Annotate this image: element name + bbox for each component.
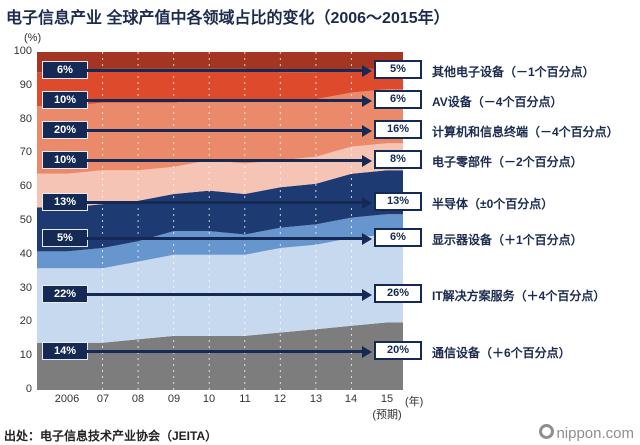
- trend-arrow: [86, 293, 362, 296]
- x-tick-label: 14: [344, 393, 358, 405]
- series-label: 显示器设备（＋1个百分点）: [432, 233, 583, 247]
- end-value-badge: 6%: [374, 228, 422, 247]
- trend-arrow: [86, 159, 362, 162]
- end-value-badge: 16%: [374, 120, 422, 139]
- start-value-badge: 22%: [42, 285, 88, 303]
- y-tick-label: 100: [13, 45, 32, 57]
- area-band-显示器设备: [37, 214, 403, 269]
- start-value-badge: 13%: [42, 193, 88, 211]
- y-tick-label: 50: [19, 214, 32, 226]
- start-value-badge: 6%: [42, 61, 88, 79]
- x-tick-label: 12: [273, 393, 287, 405]
- y-tick-label: 60: [19, 180, 32, 192]
- end-value-badge: 13%: [374, 192, 422, 211]
- annotation-row: 14% 20% 通信设备（＋6个百分点）: [0, 341, 640, 360]
- area-band-通信设备: [37, 322, 403, 390]
- series-label: 通信设备（＋6个百分点）: [432, 346, 571, 360]
- y-tick-label: 70: [19, 146, 32, 158]
- end-value-badge: 20%: [374, 341, 422, 360]
- y-tick-label: 30: [19, 282, 32, 294]
- annotation-row: 22% 26% IT解决方案服务（＋4个百分点）: [0, 284, 640, 303]
- trend-arrow: [86, 201, 362, 204]
- area-band-AV设备: [37, 68, 403, 107]
- x-tick-label: 08: [131, 393, 145, 405]
- x-tick-label: 13: [309, 393, 323, 405]
- brand-text: nippon.com: [556, 425, 634, 442]
- y-tick-label: 20: [19, 315, 32, 327]
- x-tick-label: 2006: [54, 393, 80, 405]
- series-label: AV设备（－4个百分点）: [432, 95, 563, 109]
- y-tick-label: 0: [25, 383, 32, 395]
- trend-arrow: [86, 350, 362, 353]
- series-label: IT解决方案服务（＋4个百分点）: [432, 289, 606, 303]
- x-axis-unit-label: (年): [405, 396, 424, 408]
- y-tick-label: 40: [19, 248, 32, 260]
- y-tick-label: 80: [19, 113, 32, 125]
- y-axis-unit-label: (%): [24, 32, 42, 44]
- x-tick-label: 07: [96, 393, 110, 405]
- area-band-IT解决方案服务: [37, 234, 403, 343]
- trend-arrow: [86, 99, 362, 102]
- x-tick-label: 09: [167, 393, 181, 405]
- annotation-row: 20% 16% 计算机和信息终端（－4个百分点）: [0, 120, 640, 139]
- brand-circle-icon: [539, 424, 555, 439]
- end-value-badge: 8%: [374, 150, 422, 169]
- start-value-badge: 5%: [42, 229, 88, 247]
- y-tick-label: 10: [19, 349, 32, 361]
- x-tick-label: 15: [380, 393, 394, 405]
- end-value-badge: 26%: [374, 284, 422, 303]
- end-value-badge: 6%: [374, 90, 422, 109]
- series-label: 其他电子设备（－1个百分点）: [432, 65, 595, 79]
- annotation-row: 10% 6% AV设备（－4个百分点）: [0, 90, 640, 109]
- source-note: 出处：电子信息技术产业协会（JEITA）: [4, 429, 218, 443]
- trend-arrow: [86, 69, 362, 72]
- annotation-row: 13% 13% 半导体（±0个百分点）: [0, 192, 640, 211]
- x-tick-label: 10: [202, 393, 216, 405]
- trend-arrow: [86, 237, 362, 240]
- forecast-note: (预期): [372, 409, 402, 421]
- y-tick-label: 90: [19, 79, 32, 91]
- end-value-badge: 5%: [374, 60, 422, 79]
- trend-arrow: [86, 129, 362, 132]
- x-tick-label: 11: [239, 393, 251, 405]
- area-band-其他电子设备: [37, 52, 403, 73]
- series-label: 计算机和信息终端（－4个百分点）: [432, 125, 619, 139]
- annotation-row: 5% 6% 显示器设备（＋1个百分点）: [0, 228, 640, 247]
- series-label: 电子零部件（－2个百分点）: [432, 155, 583, 169]
- area-band-半导体: [37, 170, 403, 252]
- start-value-badge: 10%: [42, 151, 88, 169]
- annotation-row: 10% 8% 电子零部件（－2个百分点）: [0, 150, 640, 169]
- start-value-badge: 10%: [42, 91, 88, 109]
- series-label: 半导体（±0个百分点）: [432, 197, 554, 211]
- chart-title: 电子信息产业 全球产值中各领域占比的变化（2006～2015年）: [6, 10, 450, 27]
- start-value-badge: 20%: [42, 121, 88, 139]
- start-value-badge: 14%: [42, 342, 88, 360]
- brand-logo[interactable]: nippon.com: [539, 424, 634, 442]
- annotation-row: 6% 5% 其他电子设备（－1个百分点）: [0, 60, 640, 79]
